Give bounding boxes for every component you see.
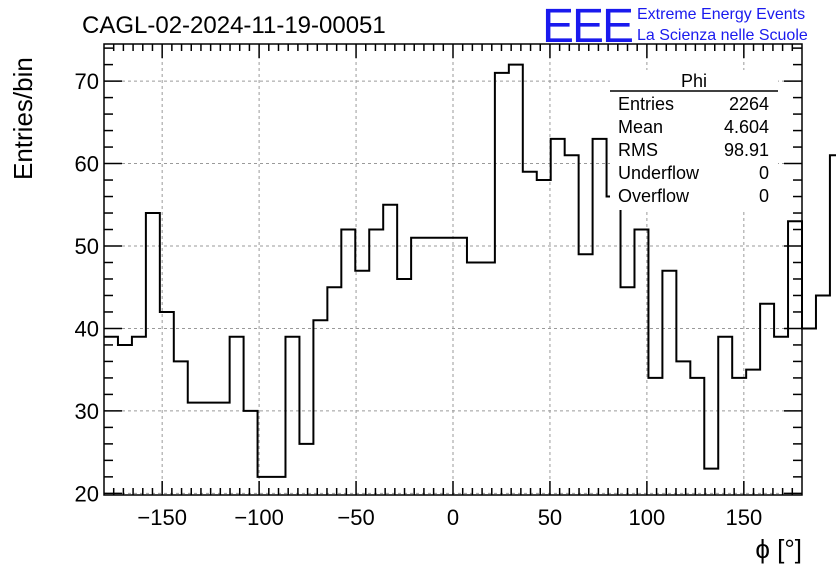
y-axis-title: Entries/bin — [8, 57, 38, 180]
histogram-bin — [397, 279, 411, 495]
stats-label: Entries — [618, 94, 674, 114]
logo-line-1: Extreme Energy Events — [637, 6, 805, 23]
stats-value: 2264 — [729, 94, 769, 114]
stats-label: Overflow — [618, 186, 690, 206]
x-axis-title: ϕ [°] — [755, 534, 802, 564]
y-tick-labels: 20 30 40 50 60 70 — [75, 69, 99, 506]
stats-box: Phi Entries 2264 Mean 4.604 RMS 98.91 Underflo… — [610, 70, 778, 210]
histogram-bin — [690, 378, 704, 495]
x-tick-label: −150 — [137, 505, 187, 530]
histogram-bin — [509, 65, 523, 495]
histogram-bin — [104, 337, 118, 495]
eee-logo: EEE Extreme Energy Events La Scienza nel… — [542, 0, 808, 53]
y-tick-label: 70 — [75, 69, 99, 94]
histogram-bin — [481, 262, 495, 495]
histogram-bin — [607, 197, 621, 495]
y-tick-label: 40 — [75, 316, 99, 341]
x-tick-label: 100 — [629, 505, 666, 530]
histogram-bin — [523, 172, 537, 495]
histogram-bin — [676, 361, 690, 495]
chart-title: CAGL-02-2024-11-19-00051 — [82, 12, 386, 39]
histogram-bin — [621, 287, 635, 495]
histogram-bin — [537, 180, 551, 495]
histogram-bin — [313, 320, 327, 495]
stats-value: 98.91 — [724, 140, 769, 160]
x-tick-label: 150 — [725, 505, 762, 530]
histogram-bin — [244, 411, 258, 495]
histogram-bin — [341, 230, 355, 495]
histogram-bin — [662, 271, 676, 495]
histogram-bin — [746, 370, 760, 495]
histogram-bin — [118, 345, 132, 495]
stats-rows: Entries 2264 Mean 4.604 RMS 98.91 Underflow 0 Ov… — [618, 94, 769, 206]
histogram-bin — [146, 213, 160, 495]
histogram-bin — [495, 73, 509, 495]
axis-ticks — [104, 44, 802, 495]
histogram-bin — [216, 403, 230, 495]
histogram-bin — [188, 403, 202, 495]
histogram-bin — [816, 295, 830, 495]
logo-line-2: La Scienza nelle Scuole — [637, 27, 808, 44]
histogram-bin — [411, 238, 425, 495]
histogram-bin — [174, 361, 188, 495]
histogram-bin — [551, 139, 565, 495]
histogram-bin — [230, 337, 244, 495]
histogram-bin — [369, 230, 383, 495]
x-tick-label: 0 — [447, 505, 459, 530]
y-tick-label: 50 — [75, 234, 99, 259]
histogram-bin — [648, 378, 662, 495]
histogram-bin — [634, 230, 648, 495]
histogram-bin — [565, 155, 579, 495]
histogram-outline — [104, 63, 836, 478]
stats-box-title: Phi — [681, 71, 707, 91]
logo-mark: EEE — [542, 0, 632, 53]
histogram-bin — [718, 337, 732, 495]
histogram-bin — [132, 337, 146, 495]
histogram-bin — [774, 337, 788, 495]
y-tick-label: 60 — [75, 152, 99, 177]
histogram-bin — [425, 238, 439, 495]
histogram-bin — [439, 238, 453, 495]
histogram-bin — [760, 304, 774, 495]
y-tick-label: 20 — [75, 481, 99, 506]
histogram-bin — [327, 287, 341, 495]
histogram-bin — [383, 205, 397, 495]
stats-value: 0 — [759, 163, 769, 183]
histogram-bin — [704, 469, 718, 495]
x-tick-label: −100 — [234, 505, 284, 530]
histogram-bin — [453, 238, 467, 495]
histogram-bin — [579, 254, 593, 495]
histogram-bin — [467, 262, 481, 495]
histogram-bin — [593, 139, 607, 495]
histogram-bin — [160, 312, 174, 495]
histogram-bin — [285, 337, 299, 495]
stats-value: 4.604 — [724, 117, 769, 137]
stats-box-background — [610, 70, 778, 210]
stats-label: RMS — [618, 140, 658, 160]
y-tick-label: 30 — [75, 399, 99, 424]
histogram-bin — [802, 328, 816, 495]
stats-label: Mean — [618, 117, 663, 137]
histogram-bin — [202, 403, 216, 495]
histogram-bin — [355, 271, 369, 495]
histogram-bin — [732, 378, 746, 495]
stats-value: 0 — [759, 186, 769, 206]
histogram-bin — [299, 444, 313, 495]
histogram-bin — [830, 155, 836, 495]
x-tick-label: 50 — [538, 505, 562, 530]
stats-label: Underflow — [618, 163, 700, 183]
x-tick-labels: −150 −100 −50 0 50 100 150 — [137, 505, 762, 530]
x-tick-label: −50 — [337, 505, 374, 530]
